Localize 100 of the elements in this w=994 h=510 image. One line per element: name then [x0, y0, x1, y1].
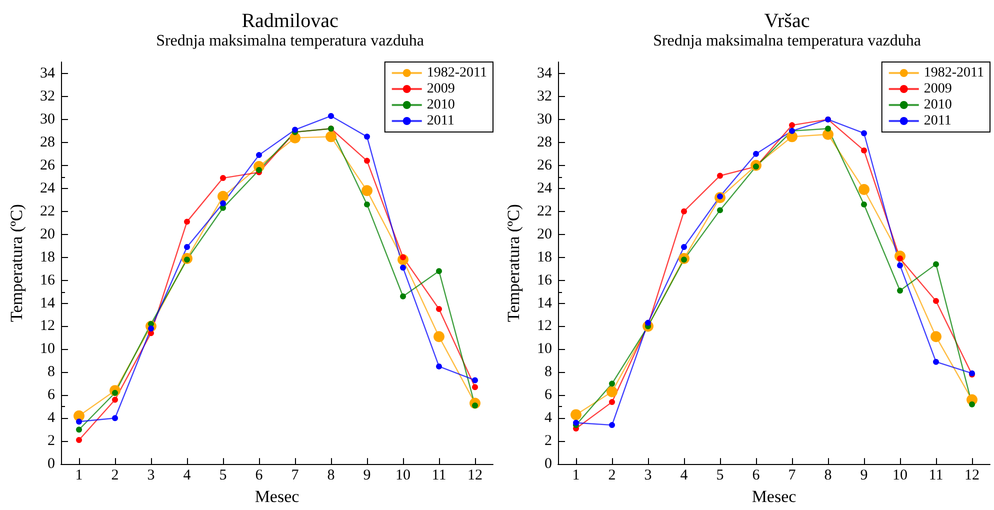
y-tick-label: 0: [544, 456, 552, 472]
point: [606, 386, 618, 398]
point: [256, 166, 262, 173]
chart-title: Vršac: [764, 10, 810, 32]
point: [573, 420, 579, 426]
x-tick-label: 6: [255, 468, 264, 484]
y-tick-label: 2: [544, 433, 552, 450]
point: [681, 244, 687, 250]
point: [326, 131, 336, 142]
point: [76, 418, 82, 425]
y-tick-label: 4: [48, 410, 56, 426]
y-tick-label: 30: [40, 111, 55, 128]
y-tick-label: 0: [48, 456, 55, 472]
y-tick-label: 16: [40, 272, 56, 288]
x-axis-title: Mesec: [254, 487, 300, 506]
legend-label: 2010: [924, 98, 952, 112]
x-axis-title: Mesec: [752, 487, 797, 506]
x-tick-label: 12: [468, 468, 482, 484]
legend-label: 1982-2011: [924, 66, 984, 80]
point: [436, 306, 442, 312]
point: [609, 422, 615, 428]
y-tick-label: 18: [537, 249, 552, 266]
x-tick-label: 5: [219, 468, 227, 484]
y-tick-label: 28: [40, 134, 55, 150]
point: [76, 426, 82, 433]
x-tick-label: 10: [396, 468, 410, 484]
x-tick-label: 9: [860, 468, 868, 484]
point: [861, 130, 867, 136]
y-tick-label: 28: [537, 134, 552, 150]
y-tick-label: 8: [544, 364, 552, 380]
y-tick-label: 24: [537, 180, 552, 196]
x-tick-label: 11: [928, 468, 944, 484]
y-tick-label: 22: [537, 203, 552, 220]
point: [858, 184, 870, 196]
point: [112, 415, 118, 422]
x-tick-label: 2: [111, 468, 119, 484]
point: [681, 208, 687, 214]
point: [434, 331, 444, 342]
point: [220, 200, 226, 206]
chart-subtitle: Srednja maksimalna temperatura vazduha: [156, 32, 424, 50]
x-tick-label: 3: [147, 468, 155, 484]
y-tick-label: 12: [40, 318, 55, 334]
point: [861, 201, 867, 208]
legend-label: 1982-2011: [426, 66, 488, 80]
y-tick-label: 32: [537, 88, 552, 104]
y-axis-title: Temperatura (ºC): [504, 204, 523, 322]
chart-title: Radmilovac: [242, 10, 338, 32]
x-tick-label: 3: [644, 468, 652, 484]
point: [897, 288, 903, 294]
point: [112, 396, 118, 403]
point: [364, 158, 370, 164]
point: [933, 261, 939, 268]
y-tick-label: 12: [537, 318, 552, 334]
point: [256, 152, 262, 158]
y-tick-label: 4: [544, 410, 552, 426]
legend-label: 2010: [426, 98, 455, 112]
x-tick-label: 8: [824, 468, 832, 484]
point: [328, 113, 334, 119]
y-tick-label: 34: [537, 65, 552, 82]
point: [933, 358, 939, 365]
y-tick-label: 8: [48, 364, 55, 380]
point: [930, 331, 942, 342]
point: [218, 190, 228, 202]
legend-label: 2011: [426, 114, 454, 128]
point: [400, 264, 406, 271]
y-tick-label: 14: [40, 295, 56, 312]
y-tick-label: 18: [40, 249, 55, 266]
point: [609, 380, 615, 387]
x-tick-label: 6: [752, 468, 760, 484]
point: [436, 363, 442, 370]
y-tick-label: 10: [40, 341, 55, 358]
legend-label: 2009: [426, 82, 455, 96]
point: [220, 175, 226, 182]
y-tick-label: 16: [537, 272, 552, 288]
y-tick-label: 6: [48, 387, 56, 404]
point: [184, 244, 190, 250]
point: [933, 298, 939, 304]
y-axis-title: Temperatura (ºC): [7, 204, 26, 322]
point: [292, 126, 298, 133]
x-tick-label: 9: [363, 468, 371, 484]
x-tick-label: 5: [716, 468, 724, 484]
point: [364, 201, 370, 208]
y-tick-label: 26: [40, 157, 56, 174]
point: [472, 377, 478, 384]
point: [969, 401, 975, 408]
point: [789, 122, 795, 128]
point: [362, 185, 372, 196]
x-tick-label: 4: [183, 468, 192, 484]
chart-subtitle: Srednja maksimalna temperatura vazduha: [653, 32, 921, 50]
point: [400, 293, 406, 300]
y-tick-label: 24: [40, 180, 56, 196]
point: [897, 262, 903, 268]
point: [717, 207, 723, 214]
x-tick-label: 1: [572, 468, 580, 484]
point: [436, 268, 442, 274]
y-tick-label: 20: [40, 226, 55, 242]
x-tick-label: 4: [680, 468, 688, 484]
y-tick-label: 30: [537, 111, 552, 128]
y-tick-label: 26: [537, 157, 552, 174]
point: [861, 147, 867, 154]
